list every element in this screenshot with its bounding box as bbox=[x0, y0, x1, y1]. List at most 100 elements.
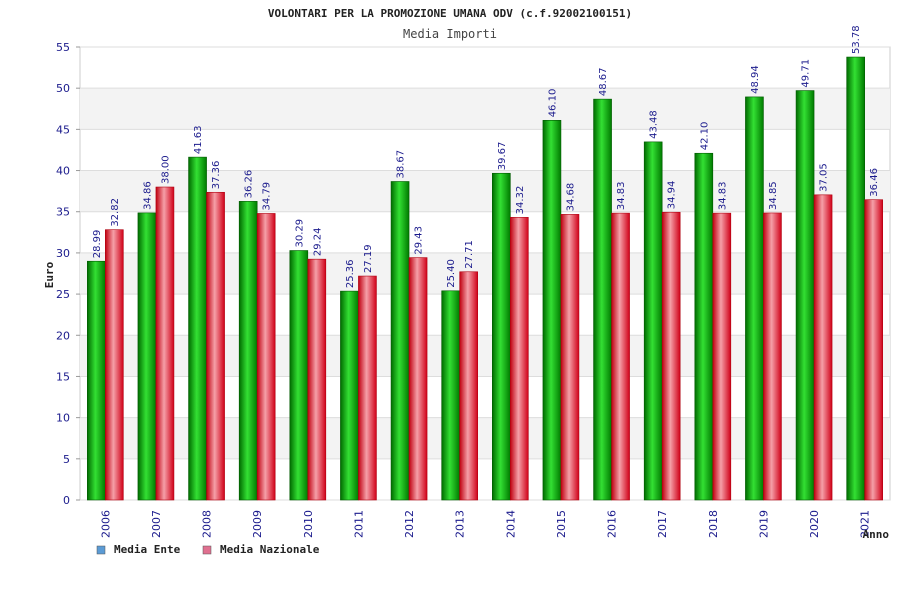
data-label: 37.05 bbox=[819, 163, 830, 192]
data-label: 36.26 bbox=[244, 170, 255, 199]
bar-media-ente-2018 bbox=[694, 152, 714, 501]
x-tick-label: 2006 bbox=[99, 510, 112, 538]
y-tick-label: 25 bbox=[56, 288, 70, 301]
y-axis-label: Euro bbox=[43, 261, 56, 288]
x-tick-label: 2018 bbox=[707, 510, 720, 538]
bar-media-nazionale-2007 bbox=[155, 186, 175, 501]
data-label: 34.85 bbox=[768, 181, 779, 210]
data-label: 39.67 bbox=[497, 142, 508, 171]
data-label: 37.36 bbox=[211, 161, 222, 190]
data-label: 34.68 bbox=[565, 183, 576, 212]
chart-subtitle: Media Importi bbox=[403, 27, 497, 41]
bar-media-ente-2017 bbox=[643, 141, 663, 501]
bar-media-nazionale-2015 bbox=[560, 214, 580, 501]
bar-media-ente-2008 bbox=[188, 156, 207, 501]
data-label: 32.82 bbox=[110, 198, 121, 227]
x-tick-label: 2016 bbox=[606, 510, 619, 538]
y-tick-label: 55 bbox=[56, 41, 70, 54]
legend-label-media-ente: Media Ente bbox=[114, 543, 181, 556]
y-tick-label: 0 bbox=[63, 494, 70, 507]
y-tick-label: 10 bbox=[56, 412, 70, 425]
data-label: 25.36 bbox=[345, 259, 356, 288]
data-label: 34.83 bbox=[717, 181, 728, 210]
legend: Media Ente Media Nazionale bbox=[96, 543, 320, 556]
legend-swatch-media-ente bbox=[96, 545, 106, 555]
data-label: 34.32 bbox=[515, 186, 526, 215]
bar-media-nazionale-2011 bbox=[358, 275, 377, 501]
y-tick-label: 30 bbox=[56, 247, 70, 260]
bar-media-ente-2006 bbox=[87, 260, 106, 501]
data-label: 34.83 bbox=[616, 181, 627, 210]
bar-media-nazionale-2009 bbox=[256, 213, 276, 501]
x-tick-label: 2010 bbox=[302, 510, 315, 538]
data-label: 41.63 bbox=[193, 125, 204, 154]
data-label: 48.94 bbox=[750, 65, 761, 94]
plot-band bbox=[80, 88, 890, 130]
bar-media-nazionale-2017 bbox=[661, 211, 681, 501]
bar-media-ente-2011 bbox=[340, 290, 359, 501]
y-tick-label: 45 bbox=[56, 123, 70, 136]
chart-title: VOLONTARI PER LA PROMOZIONE UMANA ODV (c… bbox=[268, 7, 632, 20]
data-label: 46.10 bbox=[547, 89, 558, 118]
data-label: 36.46 bbox=[869, 168, 880, 197]
data-label: 38.00 bbox=[160, 155, 171, 184]
bar-media-ente-2009 bbox=[238, 201, 258, 501]
bar-media-nazionale-2010 bbox=[307, 258, 327, 501]
bar-media-nazionale-2012 bbox=[408, 257, 428, 501]
bar-media-nazionale-2019 bbox=[763, 212, 782, 501]
data-label: 48.67 bbox=[598, 67, 609, 96]
x-tick-label: 2011 bbox=[352, 510, 365, 538]
bar-media-ente-2019 bbox=[745, 96, 764, 501]
x-tick-label: 2013 bbox=[454, 510, 467, 538]
bars: 28.99 32.82 34.86 38.00 41.63 37.36 36.26 34.79… bbox=[87, 25, 883, 501]
data-label: 38.67 bbox=[396, 150, 407, 179]
data-label: 34.86 bbox=[142, 181, 153, 210]
legend-swatch-media-nazionale bbox=[202, 545, 212, 555]
bar-media-nazionale-2016 bbox=[611, 212, 630, 501]
bar-media-nazionale-2014 bbox=[510, 217, 529, 501]
bar-media-ente-2014 bbox=[492, 172, 511, 501]
y-tick-label: 40 bbox=[56, 165, 70, 178]
data-label: 25.40 bbox=[446, 259, 457, 288]
bar-media-nazionale-2021 bbox=[864, 199, 883, 501]
data-label: 34.94 bbox=[667, 181, 678, 210]
y-axis-ticks: 0 5 10 15 20 25 30 35 40 45 50 55 bbox=[56, 41, 80, 507]
bar-media-ente-2020 bbox=[795, 90, 815, 501]
x-tick-label: 2020 bbox=[808, 510, 821, 538]
y-tick-label: 5 bbox=[63, 453, 70, 466]
data-label: 49.71 bbox=[801, 59, 812, 88]
y-tick-label: 35 bbox=[56, 206, 70, 219]
x-tick-label: 2017 bbox=[656, 510, 669, 538]
data-label: 53.78 bbox=[851, 25, 862, 54]
x-tick-label: 2007 bbox=[150, 510, 163, 538]
data-label: 27.71 bbox=[464, 240, 475, 269]
x-tick-label: 2021 bbox=[859, 510, 872, 538]
y-tick-label: 50 bbox=[56, 82, 70, 95]
bar-media-nazionale-2013 bbox=[459, 271, 478, 501]
x-tick-label: 2008 bbox=[201, 510, 214, 538]
x-axis-ticks: 2006 2007 2008 2009 2010 2011 2012 2013 2014 2015… bbox=[99, 510, 871, 538]
bar-media-nazionale-2006 bbox=[105, 229, 124, 501]
bar-media-ente-2016 bbox=[593, 98, 612, 501]
bar-media-ente-2012 bbox=[390, 181, 410, 501]
data-label: 27.19 bbox=[363, 244, 374, 273]
bar-media-nazionale-2020 bbox=[813, 194, 833, 501]
x-axis-label: Anno bbox=[863, 528, 890, 541]
data-label: 43.48 bbox=[649, 110, 660, 139]
y-tick-label: 15 bbox=[56, 370, 70, 383]
data-label: 30.29 bbox=[294, 219, 305, 248]
bar-media-ente-2015 bbox=[542, 120, 562, 501]
bar-media-ente-2010 bbox=[289, 250, 309, 501]
x-tick-label: 2014 bbox=[504, 510, 517, 538]
bar-media-ente-2013 bbox=[441, 290, 460, 501]
bar-media-nazionale-2018 bbox=[712, 212, 732, 501]
bar-media-ente-2007 bbox=[137, 212, 157, 501]
data-label: 34.79 bbox=[262, 182, 273, 211]
data-label: 28.99 bbox=[92, 230, 103, 259]
x-tick-label: 2009 bbox=[251, 510, 264, 538]
y-tick-label: 20 bbox=[56, 329, 70, 342]
legend-label-media-nazionale: Media Nazionale bbox=[220, 543, 320, 556]
bar-media-ente-2021 bbox=[846, 56, 865, 501]
data-label: 29.43 bbox=[414, 226, 425, 255]
